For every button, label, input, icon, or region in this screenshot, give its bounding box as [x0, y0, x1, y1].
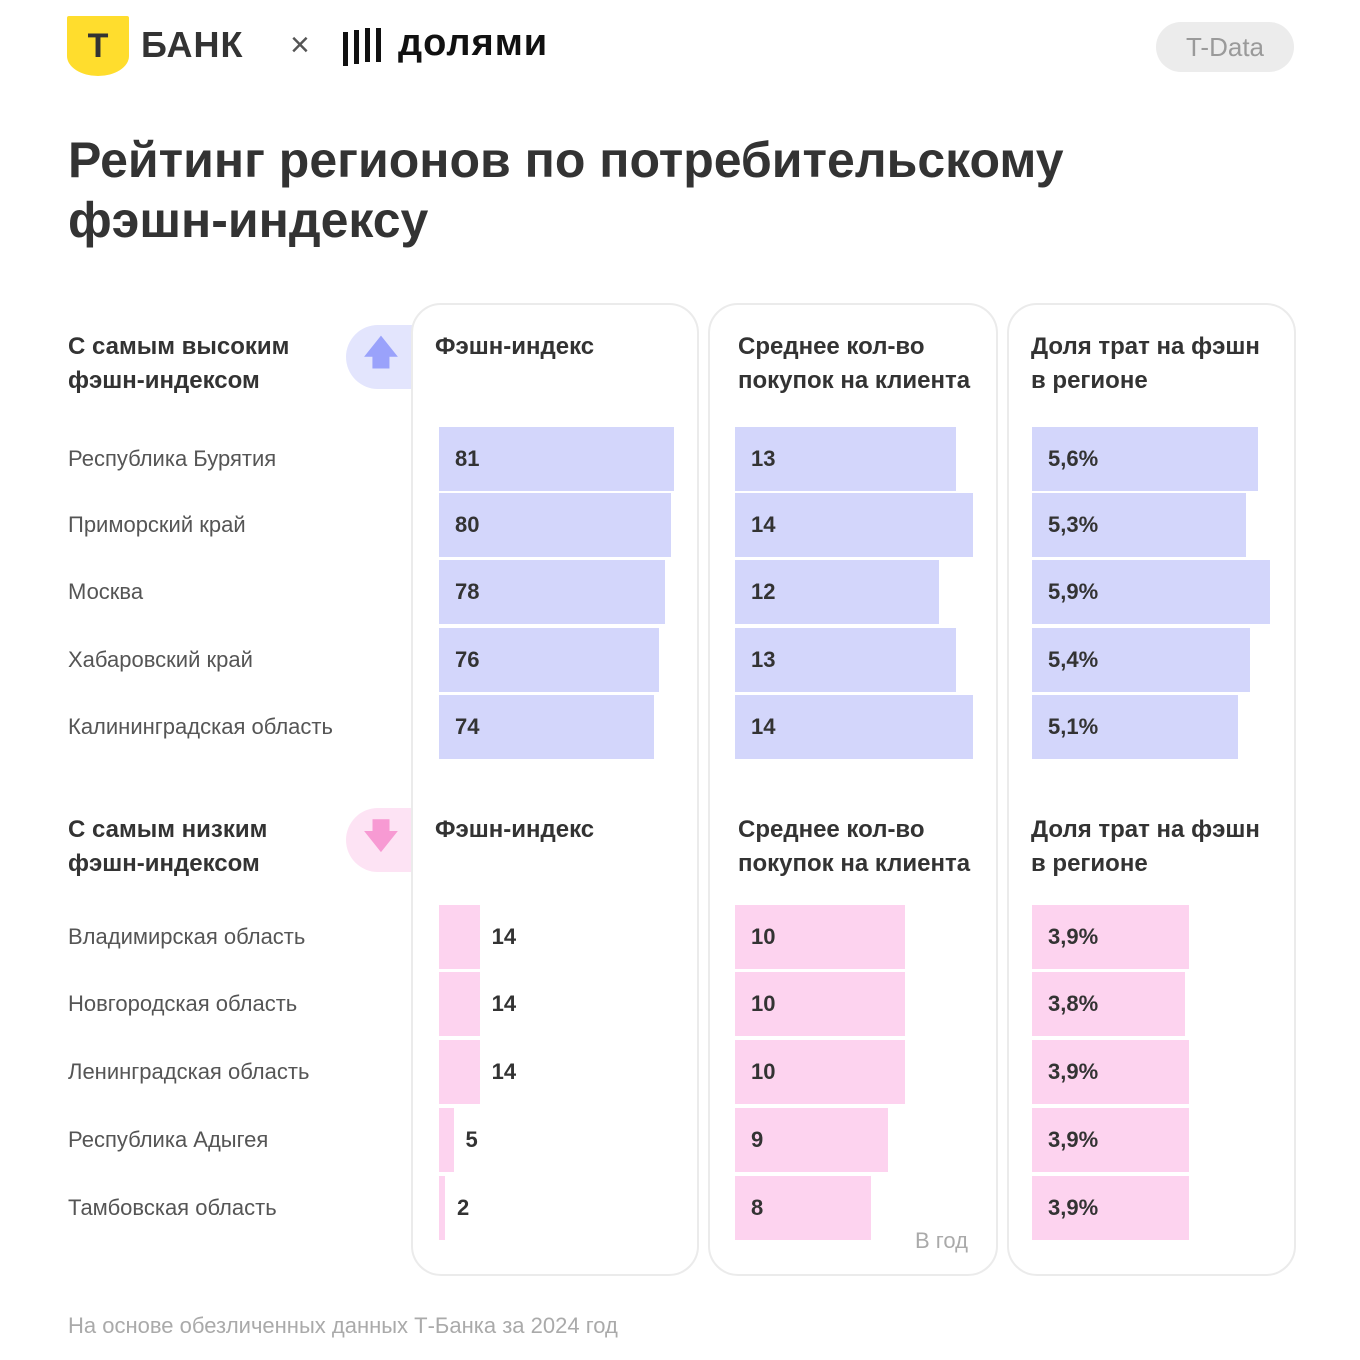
- bar-value-label: 10: [751, 924, 776, 949]
- tbank-logo-shield: Т: [67, 16, 129, 76]
- bar: 9: [735, 1108, 888, 1172]
- region-label: Хабаровский край: [68, 647, 253, 672]
- bar: 78: [439, 560, 666, 624]
- bar: 10: [735, 972, 905, 1036]
- bar-value-label: 3,9%: [1048, 1195, 1099, 1220]
- bar: 5,9%: [1032, 560, 1270, 624]
- bar-value-label: 5,3%: [1048, 512, 1099, 537]
- bar-value-label: 3,9%: [1048, 1127, 1099, 1152]
- bar-value-label: 12: [751, 579, 776, 604]
- dolyami-logo-text: долями: [398, 22, 549, 64]
- bar-value-label: 5,9%: [1048, 579, 1099, 604]
- bar-value-label: 2: [457, 1195, 470, 1220]
- bar-value-label: 10: [751, 991, 776, 1016]
- region-label: Республика Бурятия: [68, 446, 277, 471]
- region-label: Тамбовская область: [68, 1195, 277, 1220]
- bar: 3,9%: [1032, 1176, 1190, 1240]
- tdata-badge: T-Data: [1156, 22, 1294, 72]
- bar: 10: [735, 905, 905, 969]
- bar: 10: [735, 1040, 905, 1104]
- bar: 81: [439, 427, 674, 491]
- bar-value-label: 8: [751, 1195, 764, 1220]
- bar-value-label: 3,9%: [1048, 924, 1099, 949]
- bar-value-label: 13: [751, 647, 776, 672]
- bar-value-label: 76: [455, 647, 480, 672]
- bar-value-label: 5: [465, 1127, 478, 1152]
- region-label: Ленинградская область: [68, 1059, 310, 1084]
- section-title: С самым низким фэшн-индексом: [68, 816, 268, 877]
- column-header: Среднее кол-во покупок на клиента: [738, 333, 971, 394]
- per-year-note: В год: [915, 1228, 968, 1253]
- bar: 5,1%: [1032, 695, 1238, 759]
- bar: 5,4%: [1032, 628, 1250, 692]
- bar-value-label: 5,6%: [1048, 446, 1099, 471]
- bar-value-label: 74: [455, 714, 480, 739]
- region-label: Москва: [68, 579, 144, 604]
- times-sign: ×: [290, 26, 310, 64]
- column-header: Среднее кол-во покупок на клиента: [738, 816, 971, 877]
- bar: 3,9%: [1032, 905, 1190, 969]
- bar: 14: [735, 493, 973, 557]
- bar: 12: [735, 560, 939, 624]
- bar-value-label: 14: [491, 1059, 517, 1084]
- bar: 2: [439, 1176, 469, 1240]
- bar-value-label: 5,4%: [1048, 647, 1099, 672]
- page-title: Рейтинг регионов по потребительскому фэш…: [68, 132, 1064, 248]
- bar-value-label: 10: [751, 1059, 776, 1084]
- bar: 14: [439, 905, 516, 969]
- logo-letter: Т: [87, 26, 109, 65]
- bar-value-label: 3,9%: [1048, 1059, 1099, 1084]
- region-label: Калининградская область: [68, 714, 333, 739]
- bar: 5,3%: [1032, 493, 1246, 557]
- tbank-logo-text: БАНК: [141, 24, 244, 65]
- column-header: Фэшн-индекс: [435, 816, 595, 843]
- bar: 13: [735, 628, 956, 692]
- column-header: Фэшн-индекс: [435, 333, 595, 360]
- region-label: Владимирская область: [68, 924, 306, 949]
- bar-value-label: 78: [455, 579, 480, 604]
- bar: 13: [735, 427, 956, 491]
- bar: 76: [439, 628, 660, 692]
- footer-source: На основе обезличенных данных Т-Банка за…: [68, 1313, 618, 1338]
- bar: 8: [735, 1176, 871, 1240]
- column-header: Доля трат на фэшн в регионе: [1031, 333, 1260, 394]
- bar-value-label: 9: [751, 1127, 764, 1152]
- bar: 3,9%: [1032, 1108, 1190, 1172]
- region-label: Новгородская область: [68, 991, 298, 1016]
- bar: 74: [439, 695, 654, 759]
- bar-value-label: 81: [455, 446, 480, 471]
- arrow-up-icon: 🡅: [346, 325, 416, 389]
- region-label: Приморский край: [68, 512, 246, 537]
- bar-value-label: 14: [751, 714, 776, 739]
- dolyami-bars-icon: [343, 28, 381, 66]
- bar-value-label: 5,1%: [1048, 714, 1099, 739]
- bar: 5: [439, 1108, 478, 1172]
- bar: 80: [439, 493, 672, 557]
- bar-value-label: 3,8%: [1048, 991, 1099, 1016]
- region-label: Республика Адыгея: [68, 1127, 269, 1152]
- bar-value-label: 80: [455, 512, 480, 537]
- bar-value-label: 14: [491, 924, 517, 949]
- bar: 14: [439, 972, 516, 1036]
- bar: 5,6%: [1032, 427, 1258, 491]
- column-header: Доля трат на фэшн в регионе: [1031, 816, 1260, 877]
- bar-value-label: 13: [751, 446, 776, 471]
- bar-value-label: 14: [491, 991, 517, 1016]
- bar-value-label: 14: [751, 512, 776, 537]
- bar: 14: [735, 695, 973, 759]
- bar: 3,9%: [1032, 1040, 1190, 1104]
- bar: 14: [439, 1040, 516, 1104]
- arrow-down-icon: 🡇: [346, 808, 416, 872]
- section-title: С самым высоким фэшн-индексом: [68, 333, 290, 394]
- bar: 3,8%: [1032, 972, 1186, 1036]
